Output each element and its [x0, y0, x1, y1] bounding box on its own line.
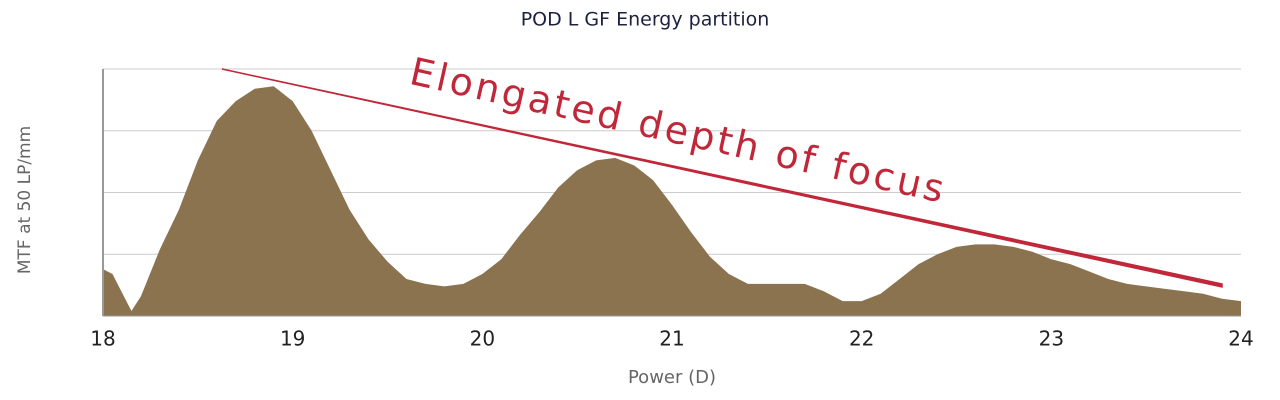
x-tick-label: 20: [470, 327, 495, 351]
chart-title: POD L GF Energy partition: [521, 9, 770, 31]
x-tick-label: 24: [1228, 327, 1253, 351]
area: [103, 86, 1241, 316]
y-axis-label: MTF at 50 LP/mm: [15, 126, 35, 274]
x-tick-label: 21: [659, 327, 684, 351]
x-tick-label: 23: [1039, 327, 1064, 351]
x-tick-label: 18: [90, 327, 115, 351]
x-tick-label: 22: [849, 327, 874, 351]
x-tick-label: 19: [280, 327, 305, 351]
annotation-line: [221, 68, 1223, 288]
x-axis-label: Power (D): [628, 367, 716, 388]
